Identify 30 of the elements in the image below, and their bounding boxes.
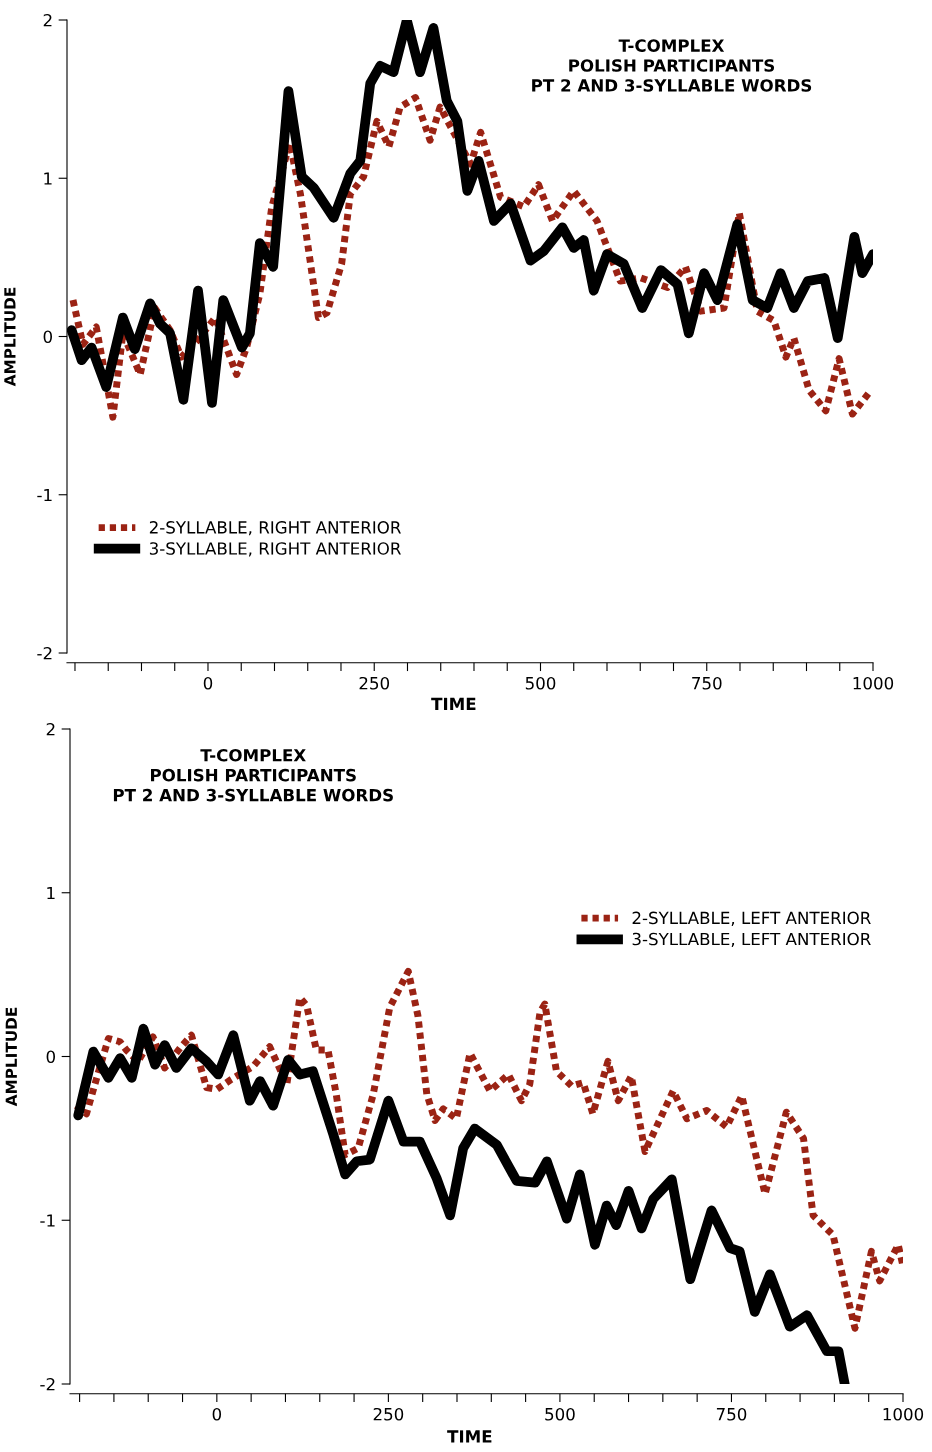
x-tick-label: 1000 [883, 1407, 924, 1421]
text: T-COMPLEX POLISH PARTICIPANTS PT 2 AND 3-SYLLABLE WORDS [532, 39, 812, 92]
x-tick-label: 500 [545, 1407, 575, 1421]
legend-label: 2-SYLLABLE, LEFT ANTERIOR [632, 911, 871, 926]
x-axis-title: TIME [447, 1430, 492, 1443]
text: T-COMPLEX POLISH PARTICIPANTS PT 2 AND 3-SYLLABLE WORDS [113, 748, 393, 802]
legend-label: 3-SYLLABLE, LEFT ANTERIOR [632, 932, 871, 948]
x-axis-title: TIME [431, 697, 476, 710]
y-tick-label: 0 [43, 330, 52, 344]
y-tick-label: 0 [46, 1050, 55, 1064]
y-tick-label: 1 [44, 172, 52, 185]
y-tick-label: 2 [46, 722, 55, 736]
x-tick-label: 750 [716, 1407, 747, 1421]
x-tick-label: 0 [203, 676, 213, 690]
x-tick-label: 250 [373, 1407, 404, 1421]
x-tick-label: 500 [525, 676, 556, 690]
y-tick-label: 2 [43, 13, 52, 27]
y-axis-title: AMPLITUDE [4, 287, 16, 387]
x-tick-label: 750 [692, 676, 722, 690]
y-tick-label: -2 [37, 646, 52, 660]
y-tick-label: 1 [47, 886, 55, 900]
x-tick-label: 250 [359, 676, 390, 690]
legend-label: 3-SYLLABLE, RIGHT ANTERIOR [149, 542, 401, 557]
y-tick-label: -1 [40, 1214, 55, 1227]
x-tick-label: 1000 [853, 676, 894, 690]
y-axis-title: AMPLITUDE [5, 1007, 18, 1107]
legend-label: 2-SYLLABLE, RIGHT ANTERIOR [149, 521, 401, 536]
y-tick-label: -1 [37, 488, 52, 502]
x-tick-label: 0 [212, 1407, 222, 1421]
y-tick-label: -2 [40, 1377, 55, 1391]
